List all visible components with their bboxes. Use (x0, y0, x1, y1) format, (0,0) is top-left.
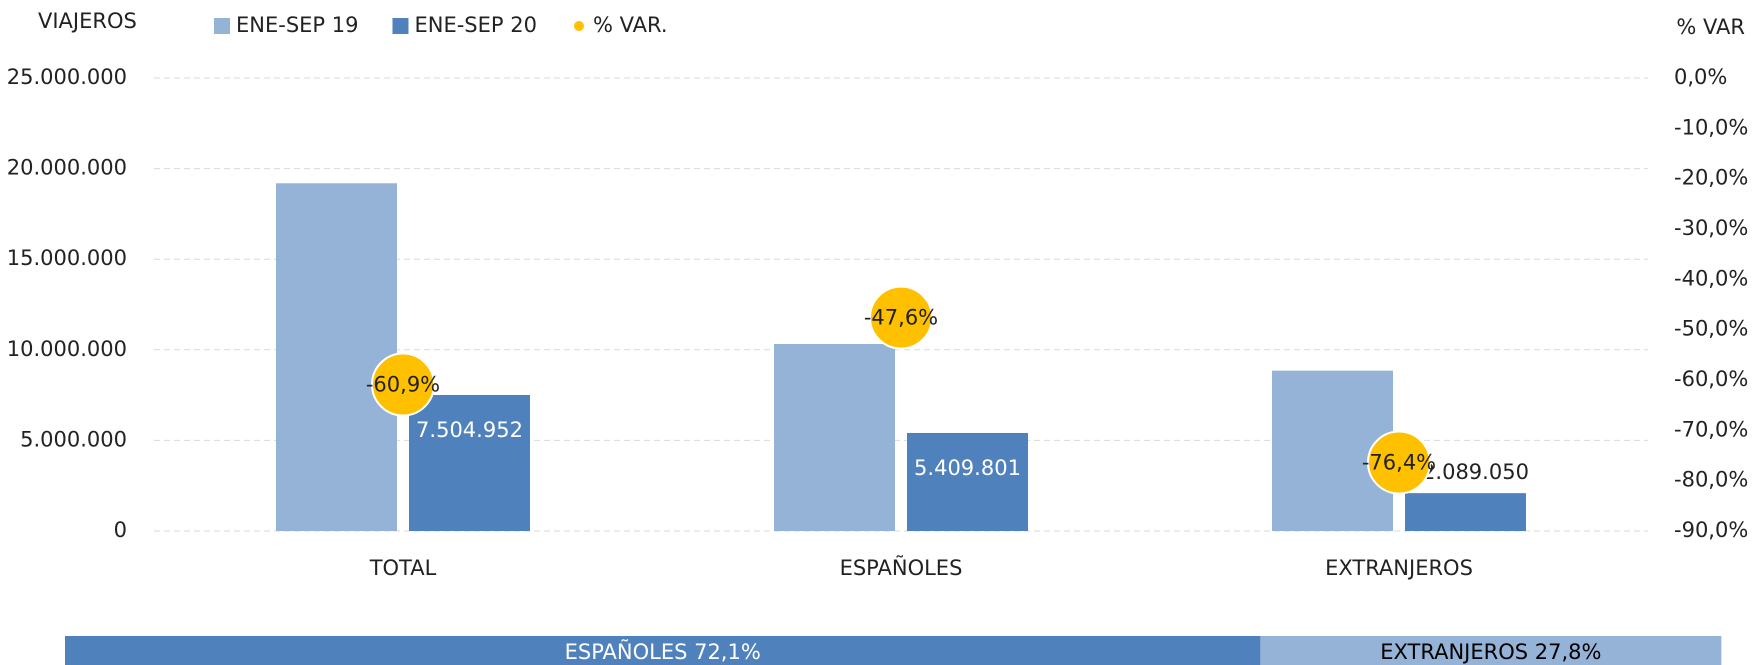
legend-marker (392, 18, 409, 34)
bar (1405, 493, 1526, 531)
var-dot (371, 352, 435, 417)
y2-tick-label: 0,0% (1674, 65, 1727, 89)
bar (907, 432, 1028, 531)
var-dot (1367, 430, 1431, 495)
value-label: 5.409.801 (914, 456, 1021, 480)
legend-marker (214, 18, 230, 34)
var-label: -60,9% (366, 373, 440, 397)
y-tick-label: 10.000.000 (7, 337, 127, 361)
y-tick-label: 25.000.000 (7, 65, 127, 89)
y-axis-label: VIAJEROS (38, 9, 137, 33)
y2-tick-label: -50,0% (1674, 317, 1748, 341)
value-label: 2.089.050 (1422, 460, 1529, 484)
var-label: -47,6% (864, 306, 938, 330)
x-tick-label: EXTRANJEROS (1325, 556, 1473, 580)
share-label: EXTRANJEROS 27,8% (1380, 640, 1601, 664)
share-segment (65, 636, 1261, 665)
y2-tick-label: -30,0% (1674, 216, 1748, 240)
legend-marker (573, 21, 584, 31)
y-tick-label: 20.000.000 (7, 156, 127, 180)
bar (774, 344, 895, 531)
y-tick-label: 15.000.000 (7, 246, 127, 270)
value-label: 7.504.952 (416, 418, 523, 442)
y2-tick-label: -70,0% (1674, 417, 1748, 441)
y2-tick-label: -40,0% (1674, 266, 1748, 290)
y-tick-label: 5.000.000 (20, 427, 127, 451)
var-dot (869, 285, 933, 350)
share-label: ESPAÑOLES 72,1% (565, 638, 761, 664)
y-tick-label: 0 (114, 518, 127, 542)
share-segment (1260, 636, 1722, 665)
bar (409, 395, 530, 531)
y2-tick-label: -80,0% (1674, 468, 1748, 492)
x-tick-label: ESPAÑOLES (840, 554, 963, 580)
legend-label: ENE-SEP 20 (414, 13, 536, 37)
bar (276, 183, 397, 531)
legend-label: ENE-SEP 19 (236, 13, 358, 37)
var-label: -76,4% (1362, 451, 1436, 475)
legend-label: % VAR. (593, 13, 668, 37)
y2-tick-label: -20,0% (1674, 166, 1748, 190)
y2-tick-label: -90,0% (1674, 518, 1748, 542)
y2-tick-label: -10,0% (1674, 115, 1748, 139)
x-tick-label: TOTAL (369, 556, 437, 580)
y2-tick-label: -60,0% (1674, 367, 1748, 391)
y2-axis-label: % VAR (1676, 15, 1745, 39)
